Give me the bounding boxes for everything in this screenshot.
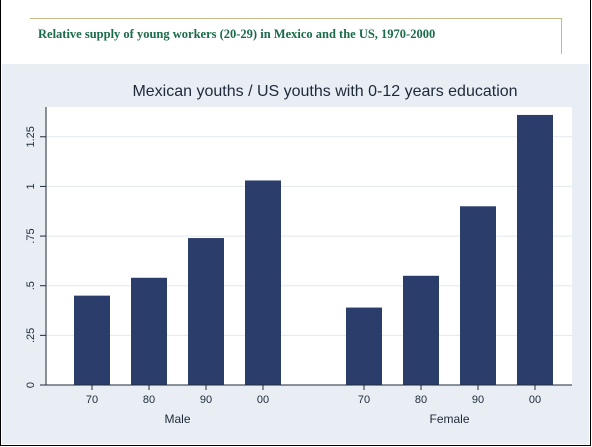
y-tick-label: 0 [25,382,37,388]
x-axis: 70 80 90 00 Male 70 80 90 00 Female [46,384,572,426]
header-box [30,18,562,54]
x-tick-label: 00 [529,394,541,406]
group-label: Female [429,412,469,426]
bar [245,180,281,385]
y-tick-label: .25 [25,328,37,343]
chart-title: Mexican youths / US youths with 0-12 yea… [132,83,517,100]
bar [131,277,167,385]
y-tick-label: 1.25 [25,126,37,147]
y-tick-label: .5 [25,281,37,290]
y-tick-label: .75 [25,228,37,243]
group-label: Male [164,412,190,426]
x-tick-label: 70 [358,394,370,406]
bar [517,114,553,385]
bar [188,238,224,385]
bar [346,307,382,385]
bars [74,114,553,385]
y-axis: 0 .25 .5 .75 1 1.25 [25,107,47,388]
bar [460,206,496,385]
y-tick-label: 1 [25,183,37,189]
x-tick-label: 80 [415,394,427,406]
x-tick-label: 00 [257,394,269,406]
bar [74,295,110,385]
x-tick-label: 90 [200,394,212,406]
slide-header: Relative supply of young workers (20-29)… [38,27,436,41]
x-tick-label: 90 [472,394,484,406]
x-tick-label: 70 [86,394,98,406]
x-tick-label: 80 [143,394,155,406]
bar [403,275,439,385]
